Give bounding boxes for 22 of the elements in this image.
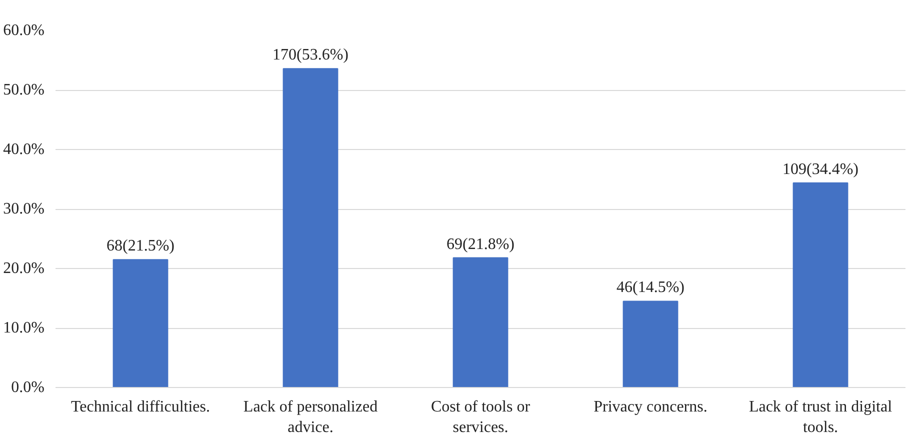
x-tick-label: Lack of trust in digital tools. [748, 398, 893, 436]
data-label: 69(21.8%) [446, 236, 514, 253]
x-tick-label: Cost of tools or services. [430, 398, 531, 436]
x-tick-label: Technical difficulties. [71, 398, 210, 416]
bar [792, 182, 848, 388]
x-tick-label: Lack of personalized advice. [243, 398, 378, 436]
y-tick-label: 30.0% [3, 200, 44, 218]
bar [452, 257, 508, 388]
y-tick-label: 40.0% [3, 141, 44, 158]
data-label: 46(14.5%) [616, 279, 684, 296]
y-tick-label: 20.0% [3, 260, 44, 277]
y-tick-label: 10.0% [3, 320, 44, 336]
y-tick-label: 0.0% [11, 379, 44, 396]
data-label: 68(21.5%) [106, 238, 174, 255]
y-tick-label: 50.0% [3, 82, 44, 98]
data-label: 109(34.4%) [782, 160, 858, 178]
data-label: 170(53.6%) [272, 46, 348, 64]
bar [282, 68, 338, 388]
x-tick-label: Privacy concerns. [594, 398, 708, 416]
bar [112, 259, 168, 388]
bar [622, 300, 678, 388]
y-tick-label: 60.0% [3, 22, 44, 39]
